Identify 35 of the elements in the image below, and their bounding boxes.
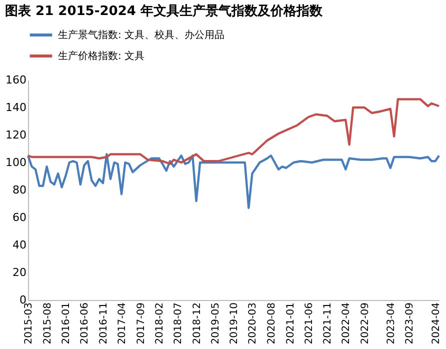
line-series [26,98,440,165]
y-tick-label: 140 [6,101,26,114]
y-tick-label: 160 [6,74,26,86]
line-series [26,153,440,209]
x-tick-label: 2023-04 [386,302,397,344]
chart-title: 图表 21 2015-2024 年文具生产景气指数及价格指数 [5,3,324,19]
y-tick-label: 60 [12,211,26,224]
x-tick-label: 2018-12 [192,302,203,344]
x-tick-label: 2017-09 [136,302,147,344]
x-tick-label: 2015-08 [42,302,54,344]
x-tick-label: 2018-02 [154,302,166,344]
x-tick-label: 2019-05 [210,302,222,344]
legend-label: 生产景气指数: 文具、校具、办公用品 [58,29,225,41]
x-tick-label: 2020-08 [266,302,278,344]
x-tick-label: 2021-11 [322,302,334,344]
x-tick-label: 2015-03 [24,302,34,344]
x-tick-label: 2017-04 [117,302,128,344]
x-tick-label: 2024-04 [430,302,442,344]
x-tick-label: 2020-03 [248,302,259,344]
y-tick-label: 120 [6,128,26,142]
x-tick-label: 2022-04 [341,302,352,344]
y-tick-label: 100 [6,156,26,169]
x-tick-label: 2021-06 [304,302,315,344]
y-tick-label: 80 [12,184,26,196]
x-tick-label: 2016-11 [98,302,110,344]
x-tick-label: 2022-09 [360,302,371,344]
x-tick-label: 2016-06 [80,302,91,344]
y-tick-label: 40 [12,238,26,252]
x-tick-label: 2023-09 [404,302,416,344]
legend-label: 生产价格指数: 文具 [58,50,145,62]
x-tick-label: 2018-07 [172,302,184,344]
x-tick-label: 2019-10 [229,302,240,344]
x-tick-label: 2016-01 [61,302,72,344]
x-tick-label: 2021-01 [285,302,296,344]
y-tick-label: 20 [12,266,26,279]
